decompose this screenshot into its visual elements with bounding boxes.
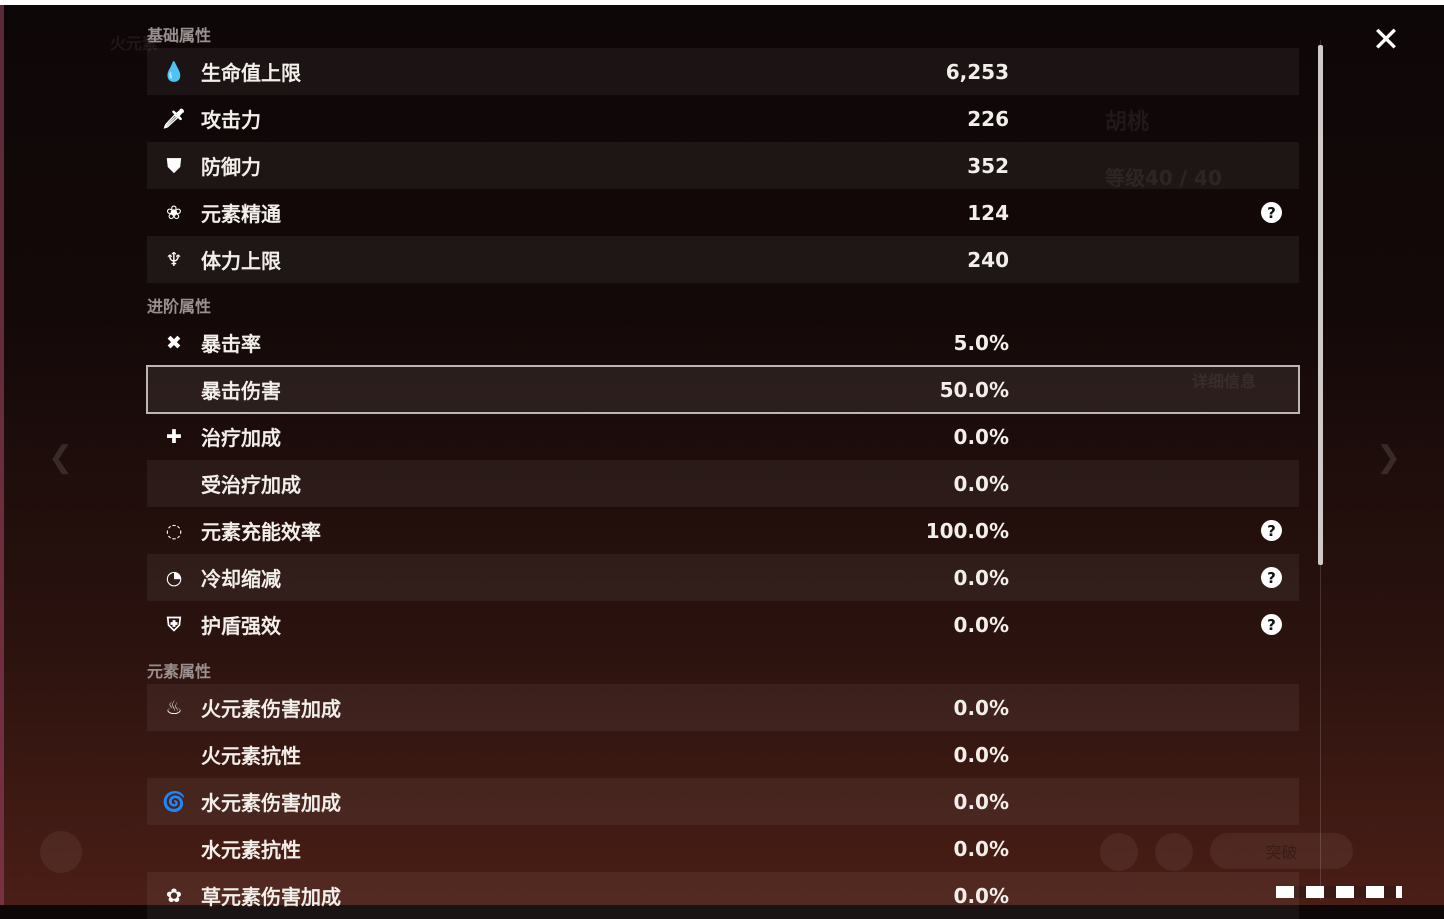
- attribute-value: 0.0%: [953, 836, 1009, 861]
- elemental-mastery-icon: ❀: [166, 201, 182, 224]
- section-title: 进阶属性: [147, 297, 212, 316]
- attribute-label: 元素精通: [201, 202, 281, 226]
- hp-drop-icon: 💧: [162, 61, 186, 83]
- attribute-value: 0.0%: [953, 471, 1009, 496]
- attribute-value: 0.0%: [953, 565, 1009, 590]
- attribute-label: 草元素伤害加成: [201, 885, 341, 909]
- attribute-label: 元素充能效率: [201, 520, 321, 544]
- next-arrow-icon: ❯: [1376, 440, 1402, 475]
- hydro-icon: 🌀: [162, 791, 186, 813]
- attribute-row[interactable]: 火元素抗性 0.0%: [147, 731, 1299, 778]
- bg-detail-button: 详细信息: [1192, 372, 1257, 391]
- attribute-value: 240: [967, 247, 1009, 272]
- attribute-label: 火元素伤害加成: [201, 697, 341, 721]
- attribute-row[interactable]: 水元素抗性 0.0%: [147, 825, 1299, 872]
- sword-icon: 🗡: [161, 108, 187, 130]
- attribute-value: 226: [967, 106, 1009, 131]
- attribute-value: 0.0%: [953, 424, 1009, 449]
- attribute-row[interactable]: 暴击伤害 50.0%: [146, 365, 1300, 414]
- attribute-value: 6,253: [945, 59, 1009, 84]
- prev-arrow-icon: ❮: [48, 440, 74, 475]
- shield-strength-icon: ⛨: [166, 613, 182, 636]
- dendro-icon: ✿: [166, 884, 182, 907]
- window-edge: [0, 5, 4, 905]
- attribute-label: 冷却缩减: [201, 567, 281, 591]
- attribute-value: 124: [967, 200, 1009, 225]
- attribute-row[interactable]: 受治疗加成 0.0%: [147, 460, 1299, 507]
- close-button[interactable]: ✕: [1371, 20, 1401, 60]
- attribute-label: 护盾强效: [201, 614, 281, 638]
- top-band: [0, 0, 1444, 5]
- attribute-row[interactable]: 💧 生命值上限 6,253: [147, 48, 1299, 95]
- attribute-label: 攻击力: [201, 108, 261, 132]
- crit-rate-icon: ✖: [166, 331, 182, 354]
- attribute-row[interactable]: ✖ 暴击率 5.0%: [147, 319, 1299, 366]
- attribute-value: 0.0%: [953, 695, 1009, 720]
- bg-outfit-button: [1155, 833, 1193, 871]
- attribute-value: 0.0%: [953, 789, 1009, 814]
- attribute-value: 0.0%: [953, 742, 1009, 767]
- energy-recharge-icon: ◌: [165, 519, 183, 542]
- attribute-label: 水元素抗性: [201, 838, 301, 862]
- attribute-row[interactable]: 🗡 攻击力 226: [147, 95, 1299, 142]
- bg-level: 等级40 / 40: [1105, 166, 1222, 190]
- section-title: 基础属性: [147, 26, 212, 45]
- bg-element-label: 火元素: [110, 34, 159, 53]
- help-icon[interactable]: ?: [1261, 202, 1282, 223]
- attribute-value: 50.0%: [939, 377, 1009, 402]
- attribute-label: 暴击率: [201, 332, 261, 356]
- attribute-row[interactable]: ♨ 火元素伤害加成 0.0%: [147, 684, 1299, 731]
- attribute-row[interactable]: ✚ 治疗加成 0.0%: [147, 413, 1299, 460]
- help-icon[interactable]: ?: [1261, 567, 1282, 588]
- attribute-label: 受治疗加成: [201, 473, 301, 497]
- attribute-value: 0.0%: [953, 612, 1009, 637]
- attribute-label: 火元素抗性: [201, 744, 301, 768]
- bg-breakthrough-button: 突破: [1210, 833, 1353, 869]
- attribute-value: 5.0%: [953, 330, 1009, 355]
- attribute-value: 100.0%: [925, 518, 1009, 543]
- attribute-label: 治疗加成: [201, 426, 281, 450]
- attribute-row[interactable]: ✿ 草元素伤害加成 0.0%: [147, 872, 1299, 919]
- section-title: 元素属性: [147, 662, 212, 681]
- stamina-icon: ♆: [165, 248, 183, 271]
- bg-icon-button: [1100, 833, 1138, 871]
- attribute-row[interactable]: ◔ 冷却缩减 0.0%?: [147, 554, 1299, 601]
- attribute-row[interactable]: ❀ 元素精通 124?: [147, 189, 1299, 236]
- attribute-row[interactable]: ◌ 元素充能效率 100.0%?: [147, 507, 1299, 554]
- menu-grid-icon: [40, 831, 82, 873]
- attribute-label: 暴击伤害: [201, 379, 281, 403]
- attribute-label: 防御力: [201, 155, 261, 179]
- scrollbar[interactable]: [1318, 45, 1323, 565]
- attribute-label: 生命值上限: [201, 61, 301, 85]
- attribute-value: 352: [967, 153, 1009, 178]
- cooldown-icon: ◔: [165, 566, 183, 589]
- pyro-icon: ♨: [165, 696, 183, 719]
- attribute-row[interactable]: 🌀 水元素伤害加成 0.0%: [147, 778, 1299, 825]
- attribute-label: 体力上限: [201, 249, 281, 273]
- attribute-row[interactable]: ⛨ 护盾强效 0.0%?: [147, 601, 1299, 648]
- attribute-row[interactable]: ⛊ 防御力 352: [147, 142, 1299, 189]
- bg-character-name: 胡桃: [1105, 110, 1150, 135]
- attribute-list: 基础属性 💧 生命值上限 6,253 🗡 攻击力 226 ⛊ 防御力 352 ❀ 元素精通 124? ♆ 体…: [146, 20, 1300, 919]
- attribute-label: 水元素伤害加成: [201, 791, 341, 815]
- blurred-watermark: [1276, 886, 1402, 898]
- attribute-row[interactable]: ♆ 体力上限 240: [147, 236, 1299, 283]
- attribute-value: 0.0%: [953, 883, 1009, 908]
- help-icon[interactable]: ?: [1261, 520, 1282, 541]
- shield-icon: ⛊: [166, 154, 182, 177]
- help-icon[interactable]: ?: [1261, 614, 1282, 635]
- healing-cross-icon: ✚: [166, 425, 182, 448]
